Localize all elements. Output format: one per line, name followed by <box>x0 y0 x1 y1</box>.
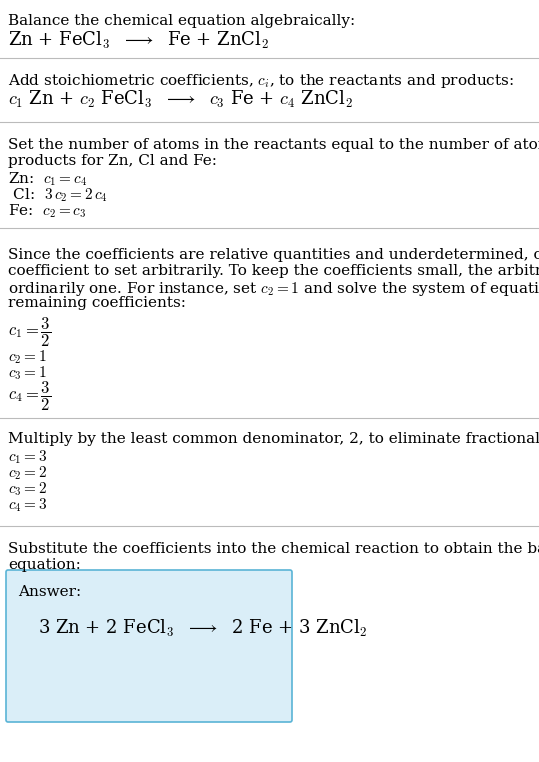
Text: Zn + FeCl$_3$  $\longrightarrow$  Fe + ZnCl$_2$: Zn + FeCl$_3$ $\longrightarrow$ Fe + ZnC… <box>8 30 269 51</box>
FancyBboxPatch shape <box>6 570 292 722</box>
Text: equation:: equation: <box>8 558 81 572</box>
Text: Since the coefficients are relative quantities and underdetermined, choose a: Since the coefficients are relative quan… <box>8 248 539 262</box>
Text: Zn:  $c_1 = c_4$: Zn: $c_1 = c_4$ <box>8 170 87 187</box>
Text: Cl:  $3\,c_2 = 2\,c_4$: Cl: $3\,c_2 = 2\,c_4$ <box>8 186 108 203</box>
Text: ordinarily one. For instance, set $c_2 = 1$ and solve the system of equations fo: ordinarily one. For instance, set $c_2 =… <box>8 280 539 298</box>
Text: 3 Zn + 2 FeCl$_3$  $\longrightarrow$  2 Fe + 3 ZnCl$_2$: 3 Zn + 2 FeCl$_3$ $\longrightarrow$ 2 Fe… <box>38 618 368 639</box>
Text: remaining coefficients:: remaining coefficients: <box>8 296 186 310</box>
Text: Balance the chemical equation algebraically:: Balance the chemical equation algebraica… <box>8 14 355 28</box>
Text: Multiply by the least common denominator, 2, to eliminate fractional coefficient: Multiply by the least common denominator… <box>8 432 539 446</box>
Text: Answer:: Answer: <box>18 585 81 599</box>
Text: $c_1$ Zn + $c_2$ FeCl$_3$  $\longrightarrow$  $c_3$ Fe + $c_4$ ZnCl$_2$: $c_1$ Zn + $c_2$ FeCl$_3$ $\longrightarr… <box>8 89 353 110</box>
Text: Substitute the coefficients into the chemical reaction to obtain the balanced: Substitute the coefficients into the che… <box>8 542 539 556</box>
Text: $c_2 = 2$: $c_2 = 2$ <box>8 464 47 482</box>
Text: $c_3 = 2$: $c_3 = 2$ <box>8 480 47 498</box>
Text: Set the number of atoms in the reactants equal to the number of atoms in the: Set the number of atoms in the reactants… <box>8 138 539 152</box>
Text: $c_4 = \dfrac{3}{2}$: $c_4 = \dfrac{3}{2}$ <box>8 380 51 413</box>
Text: Add stoichiometric coefficients, $c_i$, to the reactants and products:: Add stoichiometric coefficients, $c_i$, … <box>8 72 514 90</box>
Text: products for Zn, Cl and Fe:: products for Zn, Cl and Fe: <box>8 154 217 168</box>
Text: Fe:  $c_2 = c_3$: Fe: $c_2 = c_3$ <box>8 202 86 219</box>
Text: coefficient to set arbitrarily. To keep the coefficients small, the arbitrary va: coefficient to set arbitrarily. To keep … <box>8 264 539 278</box>
Text: $c_2 = 1$: $c_2 = 1$ <box>8 348 47 366</box>
Text: $c_1 = \dfrac{3}{2}$: $c_1 = \dfrac{3}{2}$ <box>8 316 51 349</box>
Text: $c_1 = 3$: $c_1 = 3$ <box>8 448 47 466</box>
Text: $c_4 = 3$: $c_4 = 3$ <box>8 496 47 514</box>
Text: $c_3 = 1$: $c_3 = 1$ <box>8 364 47 382</box>
